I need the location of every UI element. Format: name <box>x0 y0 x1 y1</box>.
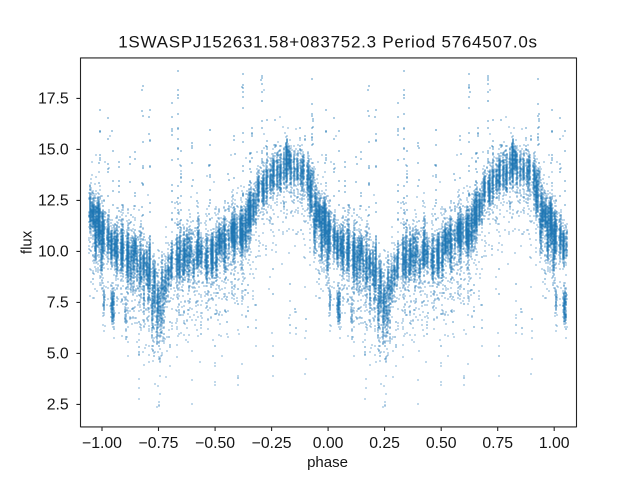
svg-text:0.50: 0.50 <box>426 435 457 452</box>
svg-text:5.0: 5.0 <box>47 346 69 363</box>
svg-text:1.00: 1.00 <box>539 435 570 452</box>
svg-text:1SWASPJ152631.58+083752.3 Peri: 1SWASPJ152631.58+083752.3 Period 5764507… <box>118 33 538 52</box>
svg-text:0.00: 0.00 <box>313 435 344 452</box>
svg-text:17.5: 17.5 <box>38 91 69 108</box>
svg-text:phase: phase <box>307 454 348 471</box>
svg-text:−0.50: −0.50 <box>195 435 235 452</box>
svg-text:−0.25: −0.25 <box>252 435 292 452</box>
svg-text:7.5: 7.5 <box>47 295 69 312</box>
svg-text:−1.00: −1.00 <box>82 435 122 452</box>
svg-text:0.75: 0.75 <box>482 435 513 452</box>
svg-text:10.0: 10.0 <box>38 244 69 261</box>
svg-text:12.5: 12.5 <box>38 193 69 210</box>
svg-text:15.0: 15.0 <box>38 142 69 159</box>
svg-text:2.5: 2.5 <box>47 397 69 414</box>
svg-text:0.25: 0.25 <box>369 435 400 452</box>
svg-text:flux: flux <box>19 230 36 254</box>
svg-text:−0.75: −0.75 <box>139 435 179 452</box>
